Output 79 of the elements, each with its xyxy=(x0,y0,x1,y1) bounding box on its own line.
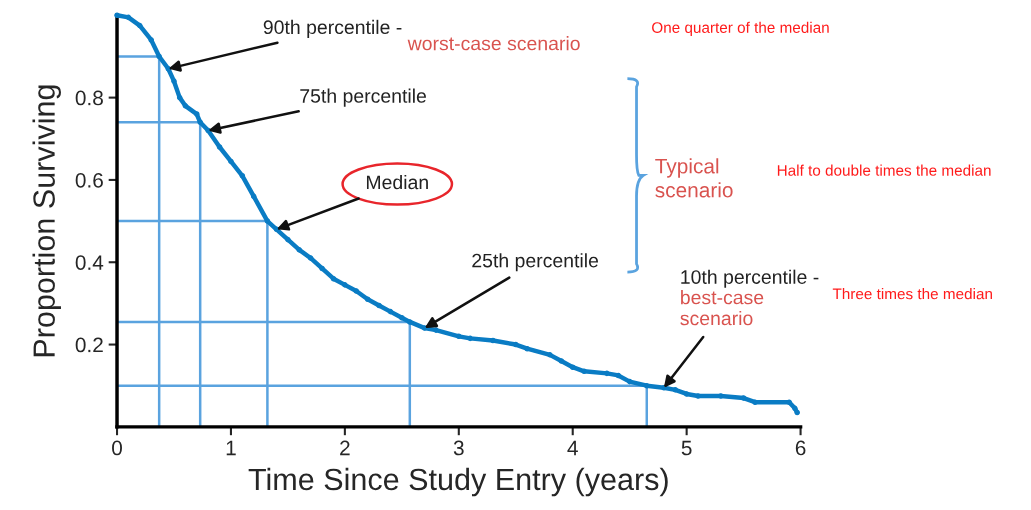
y-tick-label: 0.4 xyxy=(75,255,104,270)
annotation: 25th percentile xyxy=(472,253,599,272)
point xyxy=(137,22,143,29)
point xyxy=(752,399,758,405)
annotation: 10th percentile - xyxy=(681,269,819,288)
point xyxy=(792,405,798,412)
point xyxy=(353,288,360,294)
x-axis-title: Time Since Study Entry (years) xyxy=(248,467,668,497)
point xyxy=(193,111,200,117)
point xyxy=(156,53,162,60)
point xyxy=(307,255,314,261)
point xyxy=(114,12,120,19)
y-axis-title: Proportion Surviving xyxy=(32,85,61,357)
point xyxy=(216,144,223,150)
point xyxy=(581,368,587,375)
annotation: 90th percentile - xyxy=(263,19,402,38)
point xyxy=(433,327,439,333)
point xyxy=(330,275,337,282)
point xyxy=(364,296,371,303)
point xyxy=(319,265,325,272)
annotation: Median xyxy=(366,174,428,190)
point xyxy=(456,333,462,340)
annotation: One quarter of the median xyxy=(652,21,829,36)
annotation: 75th percentile xyxy=(300,88,426,107)
point xyxy=(626,378,633,385)
point xyxy=(171,78,177,84)
point xyxy=(296,247,303,253)
point xyxy=(182,103,189,109)
point xyxy=(228,158,234,165)
point xyxy=(718,393,724,399)
point xyxy=(176,94,183,101)
point xyxy=(786,399,792,405)
point xyxy=(239,173,246,179)
x-tick-label: 6 xyxy=(795,440,806,456)
annotation: best-case scenario xyxy=(680,290,764,326)
point xyxy=(399,315,405,321)
point xyxy=(794,409,800,416)
point xyxy=(569,364,576,370)
point xyxy=(125,14,132,21)
point xyxy=(695,393,701,399)
point xyxy=(643,382,650,389)
point xyxy=(387,308,394,315)
point xyxy=(558,358,565,364)
point xyxy=(165,66,172,72)
x-tick-label: 0 xyxy=(112,440,122,456)
y-tick-label: 0.6 xyxy=(75,172,103,188)
point xyxy=(148,37,154,43)
point xyxy=(547,352,553,358)
point xyxy=(421,325,428,331)
point xyxy=(197,119,203,126)
point xyxy=(342,282,348,288)
point xyxy=(250,193,257,200)
point xyxy=(661,384,667,391)
x-tick-label: 1 xyxy=(226,440,236,456)
y-tick-label: 0.2 xyxy=(75,337,103,353)
point xyxy=(512,341,519,348)
point xyxy=(376,302,382,309)
point xyxy=(740,395,747,401)
point xyxy=(273,226,280,233)
x-tick-label: 5 xyxy=(681,440,692,456)
point xyxy=(490,337,496,344)
point xyxy=(407,319,413,325)
point xyxy=(672,387,679,393)
point xyxy=(285,236,291,243)
point xyxy=(205,127,211,134)
x-tick-label: 3 xyxy=(453,440,464,456)
point xyxy=(467,335,473,342)
point xyxy=(615,372,622,379)
annotation: Half to double times the median xyxy=(777,164,991,176)
text: Three times the median xyxy=(832,288,992,300)
point xyxy=(524,345,530,352)
annotation: Typical scenario xyxy=(655,158,733,198)
annotation: worst-case scenario xyxy=(407,36,580,51)
point xyxy=(264,218,271,224)
point xyxy=(604,370,610,377)
y-tick-label: 0.8 xyxy=(75,90,103,106)
x-tick-label: 4 xyxy=(567,440,578,456)
x-tick-label: 2 xyxy=(340,440,350,456)
point xyxy=(683,391,690,397)
